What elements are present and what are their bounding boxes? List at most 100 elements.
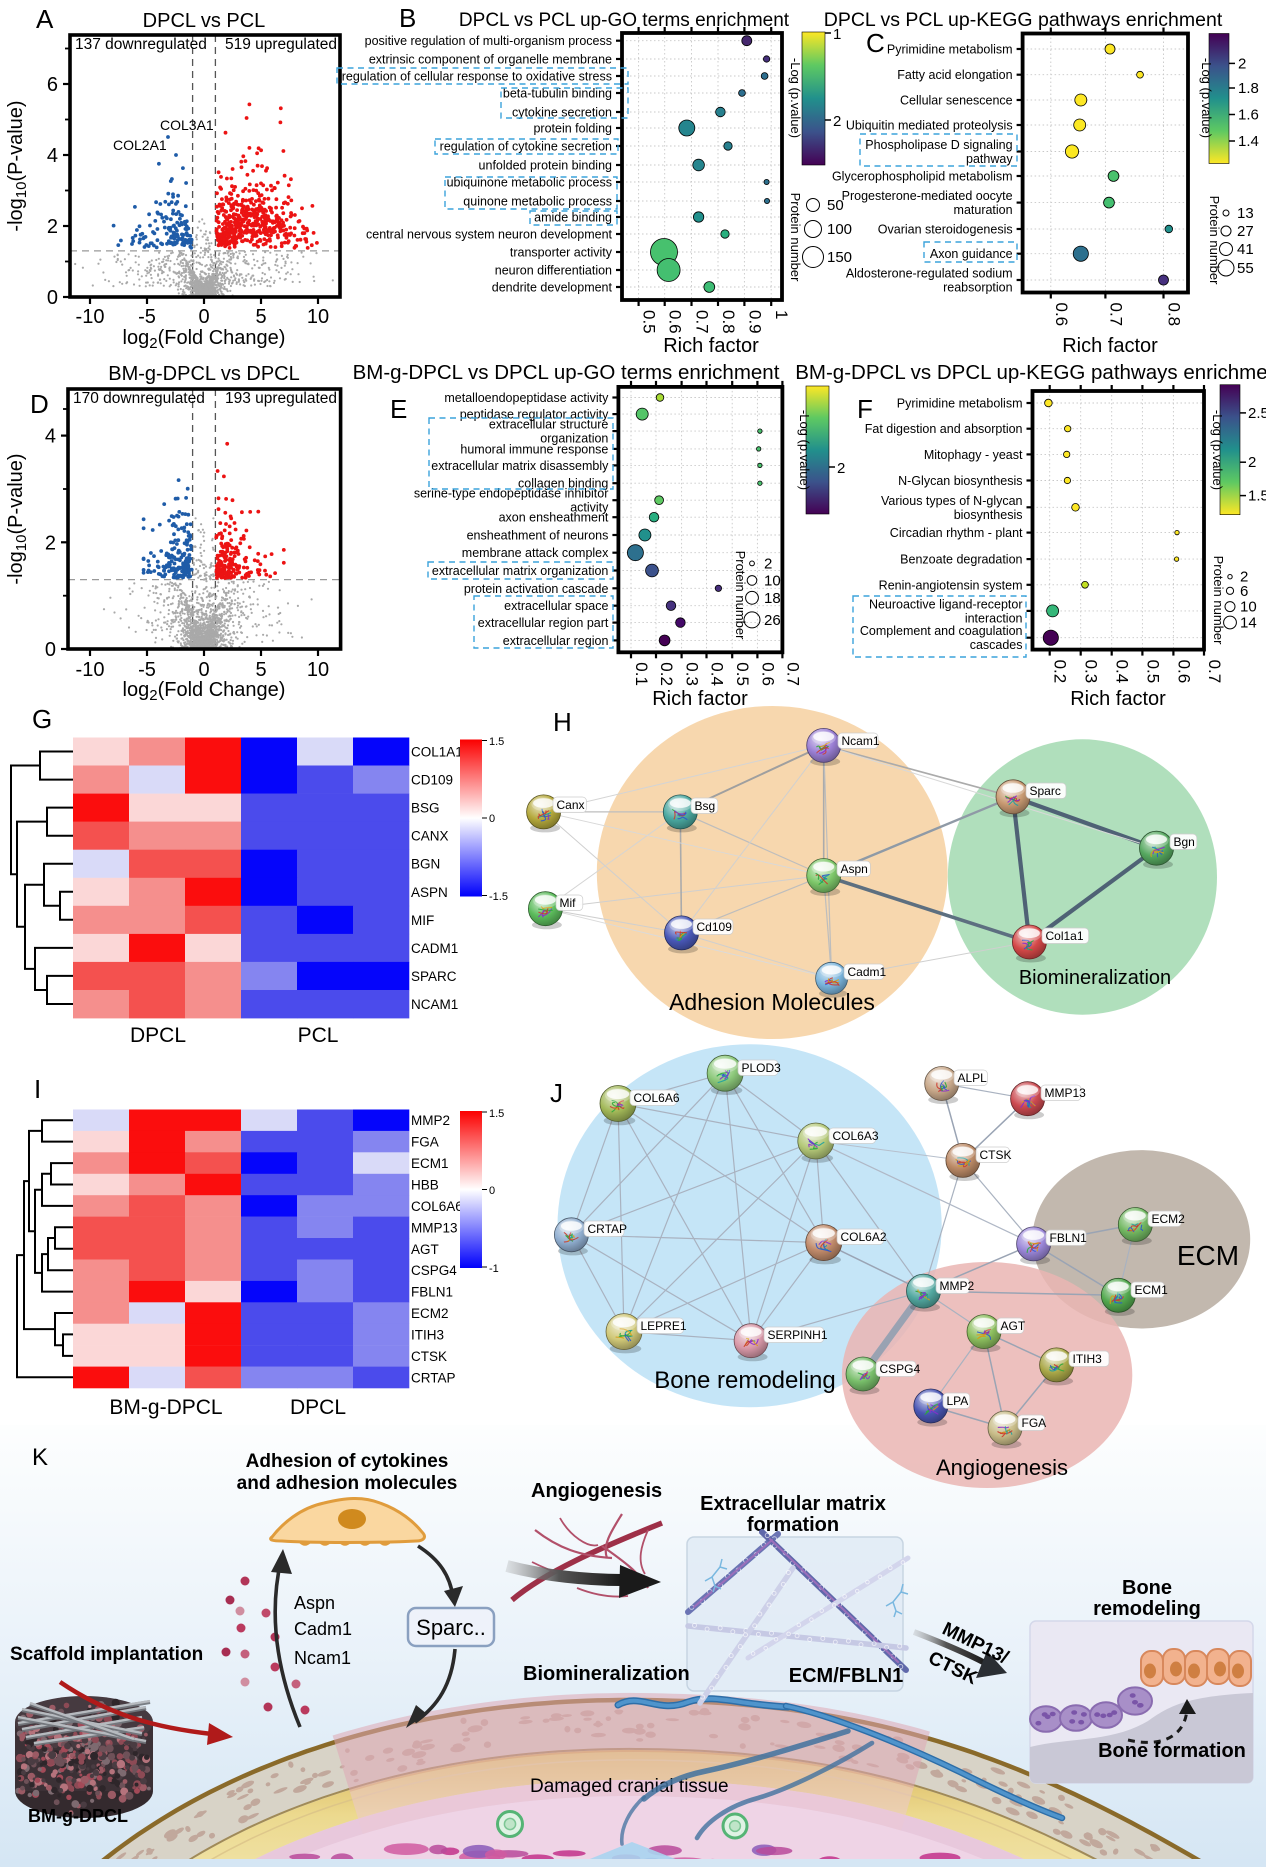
- svg-text:Mitophagy - yeast: Mitophagy - yeast: [924, 448, 1023, 462]
- svg-text:Protein number: Protein number: [1211, 556, 1226, 646]
- svg-text:0: 0: [489, 813, 495, 825]
- svg-text:Complement and coagulation: Complement and coagulation: [860, 624, 1023, 638]
- svg-text:ensheathment of neurons: ensheathment of neurons: [467, 529, 609, 543]
- svg-text:ECM2: ECM2: [411, 1306, 449, 1321]
- svg-text:Biomineralization: Biomineralization: [1019, 967, 1171, 989]
- svg-text:27: 27: [1237, 223, 1254, 240]
- svg-text:0: 0: [47, 287, 58, 309]
- svg-text:0.5: 0.5: [733, 662, 752, 686]
- svg-text:B: B: [399, 3, 416, 33]
- svg-text:F: F: [857, 394, 873, 424]
- svg-text:J: J: [550, 1078, 563, 1108]
- svg-text:K: K: [32, 1444, 48, 1471]
- svg-text:1: 1: [772, 310, 791, 319]
- svg-text:ECM1: ECM1: [1135, 1283, 1169, 1297]
- svg-text:-5: -5: [138, 306, 156, 328]
- svg-text:MIF: MIF: [411, 913, 434, 928]
- svg-text:MMP2: MMP2: [411, 1113, 450, 1128]
- svg-text:1: 1: [833, 26, 841, 43]
- svg-text:10: 10: [307, 659, 329, 681]
- svg-text:Pyrimidine metabolism: Pyrimidine metabolism: [897, 397, 1023, 411]
- svg-text:Rich factor: Rich factor: [1062, 335, 1158, 357]
- svg-text:0.9: 0.9: [745, 310, 764, 334]
- svg-text:0: 0: [45, 639, 56, 661]
- svg-text:E: E: [390, 394, 407, 424]
- svg-text:100: 100: [827, 221, 852, 238]
- svg-text:membrane attack complex: membrane attack complex: [462, 546, 609, 560]
- svg-text:10: 10: [764, 572, 781, 589]
- svg-text:DPCL vs PCL up-GO terms enrich: DPCL vs PCL up-GO terms enrichment: [459, 10, 790, 31]
- svg-text:Cd109: Cd109: [697, 920, 733, 934]
- svg-text:Circadian rhythm - plant: Circadian rhythm - plant: [890, 526, 1023, 540]
- svg-text:amide binding: amide binding: [534, 211, 612, 225]
- svg-text:Aspn: Aspn: [841, 862, 868, 876]
- svg-text:2: 2: [833, 113, 841, 130]
- svg-text:BSG: BSG: [411, 801, 440, 816]
- svg-text:14: 14: [1240, 615, 1257, 632]
- svg-text:FBLN1: FBLN1: [411, 1285, 453, 1300]
- svg-text:Ubiquitin mediated proteolysis: Ubiquitin mediated proteolysis: [846, 119, 1013, 133]
- svg-text:4: 4: [45, 426, 56, 448]
- svg-text:0.5: 0.5: [640, 310, 659, 334]
- svg-text:COL6A6: COL6A6: [634, 1091, 680, 1105]
- svg-text:DPCL vs PCL: DPCL vs PCL: [143, 10, 266, 32]
- svg-text:0.3: 0.3: [683, 662, 702, 686]
- svg-text:2: 2: [1238, 55, 1246, 72]
- svg-text:-Log (p.value): -Log (p.value): [788, 58, 803, 138]
- svg-text:Pyrimidine metabolism: Pyrimidine metabolism: [887, 43, 1013, 57]
- svg-text:Cadm1: Cadm1: [848, 965, 887, 979]
- svg-text:Ovarian steroidogenesis: Ovarian steroidogenesis: [878, 223, 1013, 237]
- svg-text:1.5: 1.5: [1248, 488, 1266, 505]
- svg-text:transporter activity: transporter activity: [510, 246, 613, 260]
- svg-text:PLOD3: PLOD3: [742, 1061, 782, 1075]
- svg-text:SERPINH1: SERPINH1: [768, 1328, 828, 1342]
- svg-text:BGN: BGN: [411, 857, 440, 872]
- svg-text:extracellular structure: extracellular structure: [489, 418, 609, 432]
- svg-text:13: 13: [1237, 205, 1254, 222]
- svg-text:MMP13: MMP13: [1045, 1086, 1087, 1100]
- svg-text:519 upregulated: 519 upregulated: [225, 36, 337, 53]
- svg-text:FGA: FGA: [411, 1135, 439, 1150]
- svg-text:ECM: ECM: [1177, 1240, 1239, 1271]
- svg-text:FBLN1: FBLN1: [1050, 1231, 1088, 1245]
- svg-text:0.4: 0.4: [1113, 660, 1132, 684]
- svg-text:2: 2: [45, 532, 56, 554]
- svg-text:Benzoate degradation: Benzoate degradation: [900, 553, 1022, 567]
- svg-text:Bone remodeling: Bone remodeling: [654, 1367, 835, 1394]
- svg-text:CTSK: CTSK: [411, 1349, 447, 1364]
- svg-text:-5: -5: [138, 659, 156, 681]
- svg-text:ECM1: ECM1: [411, 1156, 449, 1171]
- svg-text:ITIH3: ITIH3: [411, 1327, 444, 1342]
- svg-text:Progesterone-mediated oocyte: Progesterone-mediated oocyte: [842, 189, 1013, 203]
- svg-text:SPARC: SPARC: [411, 969, 457, 984]
- svg-text:-Log (p.value): -Log (p.value): [797, 410, 812, 490]
- svg-text:2.5: 2.5: [1248, 405, 1266, 422]
- svg-text:H: H: [553, 707, 572, 737]
- svg-text:137 downregulated: 137 downregulated: [75, 36, 207, 53]
- svg-text:CRTAP: CRTAP: [588, 1222, 628, 1236]
- svg-text:Phospholipase D signaling: Phospholipase D signaling: [865, 138, 1012, 152]
- svg-text:dendrite development: dendrite development: [492, 281, 613, 295]
- svg-text:CTSK: CTSK: [980, 1148, 1012, 1162]
- svg-text:0.3: 0.3: [1082, 660, 1101, 684]
- svg-text:Protein number: Protein number: [788, 193, 803, 283]
- svg-text:CADM1: CADM1: [411, 941, 458, 956]
- svg-text:Canx: Canx: [557, 798, 585, 812]
- svg-text:1.5: 1.5: [489, 736, 504, 748]
- svg-text:Angiogenesis: Angiogenesis: [936, 1455, 1068, 1480]
- svg-text:CANX: CANX: [411, 829, 449, 844]
- svg-text:CRTAP: CRTAP: [411, 1370, 456, 1385]
- svg-text:COL3A1: COL3A1: [160, 117, 214, 133]
- svg-text:ECM2: ECM2: [1152, 1212, 1186, 1226]
- svg-text:0.1: 0.1: [632, 662, 651, 686]
- svg-text:axon ensheathment: axon ensheathment: [499, 511, 609, 525]
- svg-text:-Log (p.value): -Log (p.value): [1210, 410, 1225, 490]
- svg-text:BM-g-DPCL vs DPCL up-KEGG pat: BM-g-DPCL vs DPCL up-KEGG pathways enric…: [795, 361, 1266, 384]
- svg-text:regulation of cellular respons: regulation of cellular response to oxida…: [342, 70, 612, 84]
- svg-text:Various types of N-glycan: Various types of N-glycan: [881, 494, 1023, 508]
- svg-text:4: 4: [47, 145, 58, 167]
- svg-text:0.7: 0.7: [1205, 660, 1224, 684]
- svg-text:2: 2: [47, 216, 58, 238]
- svg-text:beta-tubulin binding: beta-tubulin binding: [503, 87, 612, 101]
- svg-text:170 downregulated: 170 downregulated: [73, 390, 205, 407]
